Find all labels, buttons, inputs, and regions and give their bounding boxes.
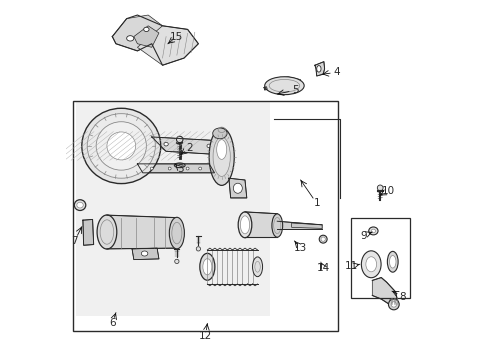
- Polygon shape: [107, 215, 177, 249]
- Ellipse shape: [207, 144, 211, 148]
- Ellipse shape: [238, 212, 252, 238]
- Polygon shape: [245, 212, 277, 237]
- Ellipse shape: [217, 140, 227, 159]
- Ellipse shape: [175, 259, 179, 264]
- Ellipse shape: [196, 247, 200, 251]
- Ellipse shape: [317, 66, 321, 72]
- Ellipse shape: [126, 36, 134, 41]
- Ellipse shape: [186, 167, 189, 170]
- Ellipse shape: [366, 257, 377, 272]
- Polygon shape: [264, 87, 267, 90]
- Ellipse shape: [199, 167, 201, 170]
- Ellipse shape: [265, 77, 304, 95]
- Text: 10: 10: [382, 186, 395, 196]
- Text: 7: 7: [72, 236, 78, 246]
- Ellipse shape: [150, 167, 153, 170]
- Polygon shape: [292, 223, 322, 228]
- Polygon shape: [277, 221, 322, 229]
- Text: 8: 8: [399, 292, 406, 302]
- Text: 1: 1: [314, 198, 320, 208]
- Polygon shape: [83, 220, 94, 245]
- Text: 3: 3: [177, 164, 184, 174]
- Polygon shape: [132, 248, 159, 260]
- Text: 2: 2: [186, 143, 193, 153]
- Text: 6: 6: [109, 319, 116, 328]
- Polygon shape: [112, 15, 163, 51]
- Ellipse shape: [371, 229, 375, 233]
- Polygon shape: [152, 137, 231, 155]
- Polygon shape: [134, 26, 159, 47]
- Ellipse shape: [209, 128, 234, 185]
- Ellipse shape: [319, 235, 327, 243]
- Polygon shape: [76, 101, 270, 316]
- Text: 15: 15: [170, 32, 183, 41]
- Ellipse shape: [96, 122, 147, 170]
- Ellipse shape: [368, 227, 378, 235]
- Ellipse shape: [174, 163, 185, 168]
- Polygon shape: [372, 278, 397, 304]
- Ellipse shape: [77, 202, 83, 208]
- Polygon shape: [265, 77, 302, 95]
- Ellipse shape: [164, 142, 168, 146]
- Text: 12: 12: [199, 331, 212, 341]
- Ellipse shape: [361, 251, 381, 278]
- Ellipse shape: [240, 216, 250, 234]
- Ellipse shape: [389, 299, 399, 310]
- Polygon shape: [229, 178, 247, 198]
- Polygon shape: [137, 26, 198, 65]
- Ellipse shape: [272, 214, 283, 237]
- Ellipse shape: [141, 251, 148, 256]
- Bar: [73, 101, 338, 330]
- Ellipse shape: [321, 237, 325, 241]
- Ellipse shape: [390, 256, 396, 268]
- Ellipse shape: [252, 257, 263, 276]
- Text: 14: 14: [317, 263, 331, 273]
- Ellipse shape: [144, 27, 149, 32]
- Text: 4: 4: [333, 67, 340, 77]
- Polygon shape: [315, 62, 324, 76]
- Ellipse shape: [391, 302, 396, 307]
- Ellipse shape: [213, 137, 230, 176]
- Text: 11: 11: [345, 261, 359, 271]
- Ellipse shape: [82, 108, 161, 184]
- Ellipse shape: [176, 136, 183, 143]
- Ellipse shape: [377, 185, 383, 191]
- Polygon shape: [390, 298, 398, 304]
- Ellipse shape: [170, 217, 184, 249]
- Ellipse shape: [87, 114, 155, 178]
- Bar: [351, 218, 410, 298]
- Ellipse shape: [388, 251, 398, 272]
- Ellipse shape: [97, 215, 117, 249]
- Ellipse shape: [213, 128, 227, 139]
- Ellipse shape: [168, 167, 171, 170]
- Text: 13: 13: [294, 243, 307, 253]
- Ellipse shape: [74, 200, 86, 211]
- Ellipse shape: [200, 253, 215, 280]
- Text: 9: 9: [360, 231, 367, 240]
- Ellipse shape: [203, 259, 212, 275]
- Text: 5: 5: [292, 85, 298, 95]
- Ellipse shape: [233, 183, 243, 193]
- Polygon shape: [137, 164, 215, 173]
- Ellipse shape: [107, 132, 136, 160]
